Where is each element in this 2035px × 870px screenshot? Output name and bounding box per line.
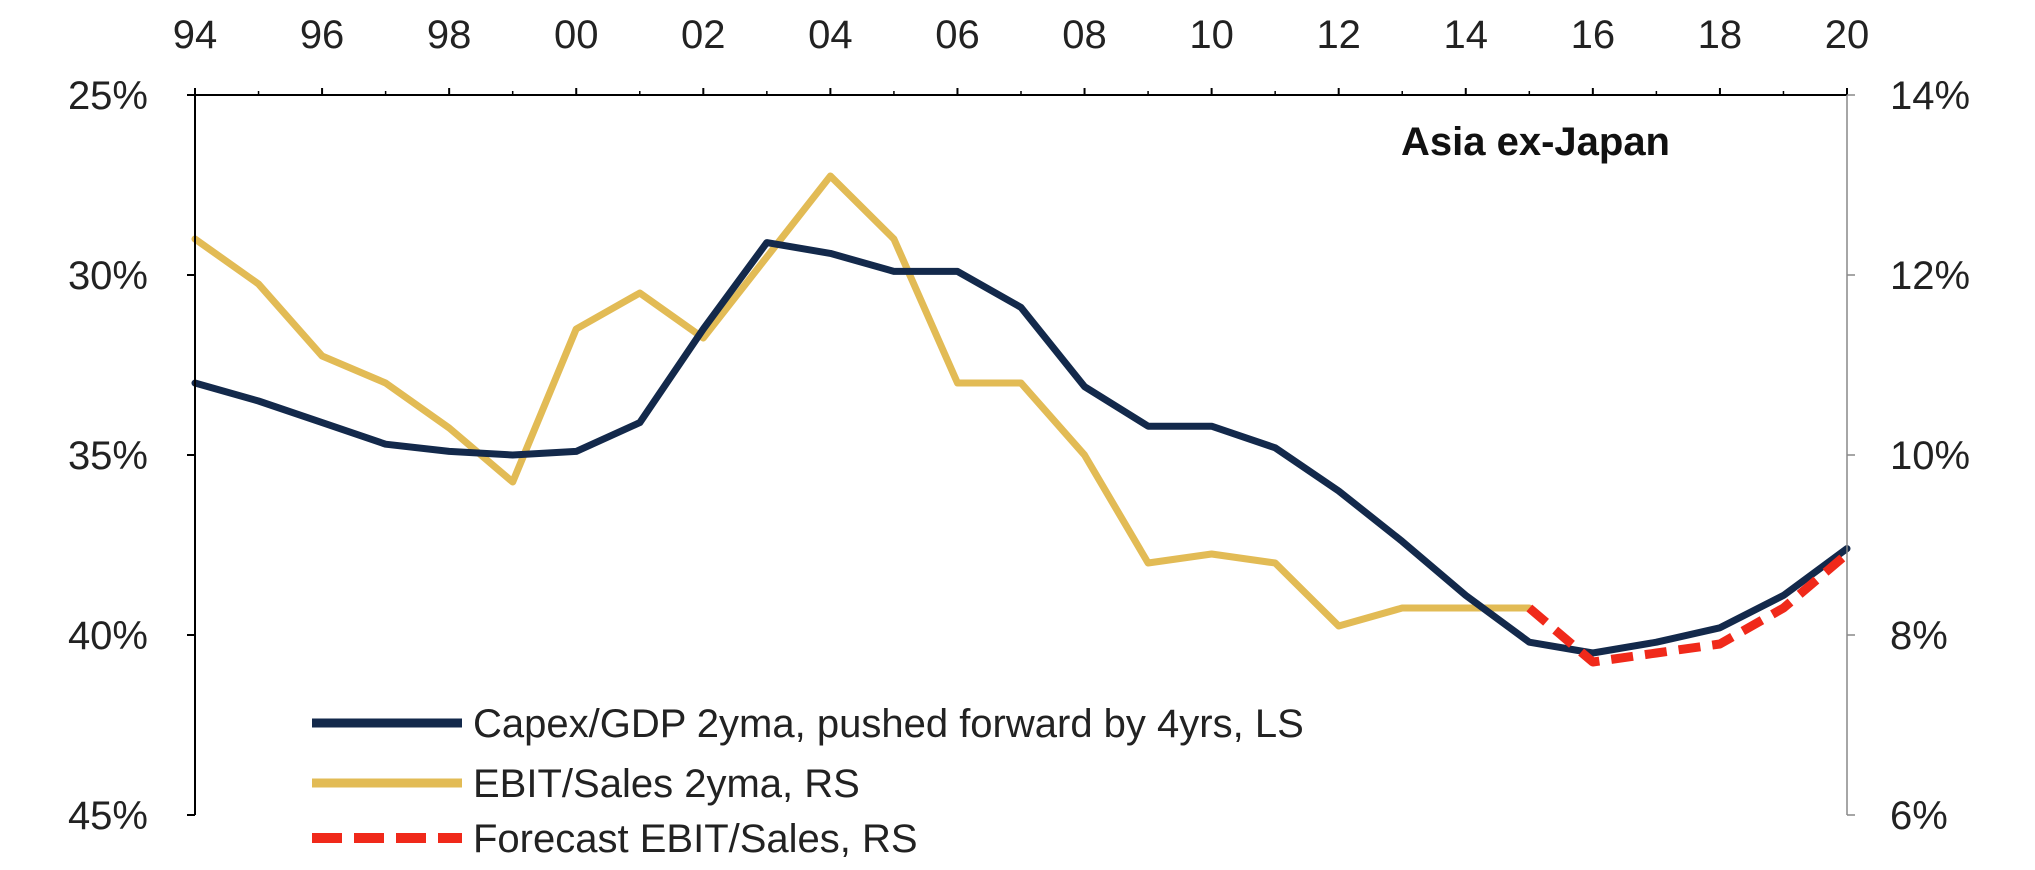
x-tick-label: 10 — [1189, 13, 1234, 57]
x-tick-label: 96 — [300, 13, 345, 57]
right-tick-label: 10% — [1890, 434, 1970, 478]
x-tick-label: 02 — [681, 13, 726, 57]
x-tick-label: 16 — [1571, 13, 1616, 57]
x-tick-label: 04 — [808, 13, 853, 57]
right-tick-label: 6% — [1890, 794, 1948, 838]
chart-title: Asia ex-Japan — [1401, 120, 1670, 164]
x-tick-label: 06 — [935, 13, 980, 57]
series-layer — [191, 172, 1851, 667]
left-tick-label: 40% — [68, 614, 148, 658]
right-axis-ticks: 14% 12% 10% 8% 6% — [1847, 74, 1970, 838]
x-axis-ticks: 94 96 98 00 02 04 06 08 10 12 14 16 18 20 — [173, 13, 1870, 95]
legend-label: Forecast EBIT/Sales, RS — [473, 817, 918, 861]
x-tick-label: 08 — [1062, 13, 1107, 57]
series-line-0 — [191, 239, 1851, 657]
right-tick-label: 8% — [1890, 614, 1948, 658]
x-tick-label: 20 — [1825, 13, 1870, 57]
left-tick-label: 45% — [68, 794, 148, 838]
legend: Capex/GDP 2yma, pushed forward by 4yrs, … — [312, 702, 1304, 861]
legend-label: Capex/GDP 2yma, pushed forward by 4yrs, … — [473, 702, 1304, 746]
legend-label: EBIT/Sales 2yma, RS — [473, 762, 860, 806]
series-line-2 — [1526, 550, 1850, 667]
x-tick-label: 94 — [173, 13, 218, 57]
left-axis-ticks: 25% 30% 35% 40% 45% — [68, 74, 195, 838]
right-tick-label: 12% — [1890, 254, 1970, 298]
series-line-1 — [191, 172, 1533, 630]
x-tick-label: 14 — [1444, 13, 1489, 57]
left-tick-label: 30% — [68, 254, 148, 298]
left-tick-label: 25% — [68, 74, 148, 118]
x-tick-label: 18 — [1698, 13, 1743, 57]
x-tick-label: 12 — [1316, 13, 1361, 57]
x-tick-label: 00 — [554, 13, 599, 57]
left-tick-label: 35% — [68, 434, 148, 478]
right-tick-label: 14% — [1890, 74, 1970, 118]
x-tick-label: 98 — [427, 13, 472, 57]
